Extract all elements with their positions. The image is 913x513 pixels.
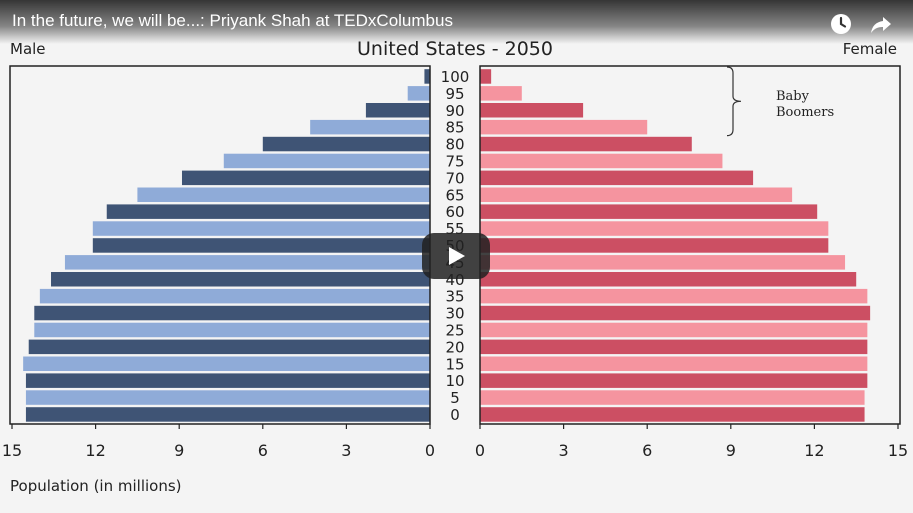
female-bar-20 xyxy=(480,339,868,355)
male-bar-95 xyxy=(407,86,430,101)
male-x-tick-label-12: 12 xyxy=(85,441,105,460)
baby-boomers-annotation: Baby Boomers xyxy=(726,66,834,137)
female-bar-75 xyxy=(480,153,723,169)
age-label-90: 90 xyxy=(445,102,464,120)
age-label-25: 25 xyxy=(445,321,464,339)
male-bar-85 xyxy=(310,119,430,135)
male-bar-80 xyxy=(262,136,430,152)
male-x-tick-label-0: 0 xyxy=(425,441,435,460)
annotation-line1: Baby xyxy=(776,89,810,104)
age-label-65: 65 xyxy=(445,186,464,204)
male-bar-0 xyxy=(25,407,431,422)
share-icon[interactable] xyxy=(869,12,893,36)
female-x-tick-label-12: 12 xyxy=(804,441,824,460)
age-label-35: 35 xyxy=(445,288,464,306)
male-bar-45 xyxy=(64,255,431,270)
male-bar-15 xyxy=(23,356,430,371)
player-top-bar: In the future, we will be...: Priyank Sh… xyxy=(0,0,913,44)
male-bar-40 xyxy=(51,272,430,287)
female-bar-70 xyxy=(480,170,754,186)
male-x-tick-label-15: 15 xyxy=(2,441,22,460)
male-bar-5 xyxy=(25,390,431,405)
female-bar-95 xyxy=(480,86,522,101)
age-label-70: 70 xyxy=(445,169,464,187)
female-bar-15 xyxy=(480,356,868,371)
female-bar-25 xyxy=(480,322,868,338)
female-bar-60 xyxy=(480,204,818,219)
male-bar-55 xyxy=(92,221,431,236)
left-side-label: Male xyxy=(10,40,46,58)
female-bar-50 xyxy=(480,238,829,253)
age-label-85: 85 xyxy=(445,119,464,137)
male-bar-70 xyxy=(181,170,430,186)
play-button[interactable] xyxy=(422,233,490,279)
female-bar-100 xyxy=(480,69,492,84)
male-x-tick-label-6: 6 xyxy=(258,441,268,460)
video-title[interactable]: In the future, we will be...: Priyank Sh… xyxy=(12,11,453,30)
female-x-tick-label-0: 0 xyxy=(475,441,485,460)
female-bar-5 xyxy=(480,390,865,405)
watch-later-icon[interactable] xyxy=(829,12,853,36)
age-label-60: 60 xyxy=(445,203,464,221)
female-bar-10 xyxy=(480,373,868,388)
bars-layer xyxy=(23,69,871,422)
age-label-75: 75 xyxy=(445,152,464,170)
male-bar-60 xyxy=(106,204,430,219)
annotation-brace xyxy=(726,66,742,137)
female-x-tick-label-9: 9 xyxy=(726,441,736,460)
male-bar-50 xyxy=(92,238,431,253)
right-side-label: Female xyxy=(843,40,897,58)
age-label-0: 0 xyxy=(450,406,460,424)
female-bar-45 xyxy=(480,255,846,270)
play-icon xyxy=(449,247,465,265)
x-axis-label: Population (in millions) xyxy=(10,477,182,495)
male-bar-20 xyxy=(28,339,430,355)
age-label-95: 95 xyxy=(445,85,464,103)
age-label-100: 100 xyxy=(441,68,470,86)
female-bar-65 xyxy=(480,187,793,202)
age-label-5: 5 xyxy=(450,389,460,407)
female-bar-0 xyxy=(480,407,865,422)
male-bar-90 xyxy=(365,103,430,118)
age-label-80: 80 xyxy=(445,136,464,154)
male-bar-35 xyxy=(39,288,430,304)
male-x-tick-label-3: 3 xyxy=(341,441,351,460)
female-bar-55 xyxy=(480,221,829,236)
female-x-tick-label-6: 6 xyxy=(642,441,652,460)
age-label-10: 10 xyxy=(445,372,464,390)
male-bar-65 xyxy=(137,187,430,202)
female-bar-30 xyxy=(480,305,871,321)
female-x-tick-label-3: 3 xyxy=(559,441,569,460)
female-bar-40 xyxy=(480,272,857,287)
female-bar-35 xyxy=(480,288,868,304)
female-bar-90 xyxy=(480,103,584,118)
age-label-30: 30 xyxy=(445,305,464,323)
female-bar-85 xyxy=(480,119,648,135)
male-bar-100 xyxy=(424,69,430,84)
age-label-20: 20 xyxy=(445,338,464,356)
annotation-line2: Boomers xyxy=(776,105,834,120)
male-bar-30 xyxy=(34,305,430,321)
female-bar-80 xyxy=(480,136,692,152)
male-bar-75 xyxy=(223,153,430,169)
male-x-tick-label-9: 9 xyxy=(174,441,184,460)
male-bar-10 xyxy=(25,373,431,388)
male-bar-25 xyxy=(34,322,430,338)
age-label-15: 15 xyxy=(445,355,464,373)
female-x-tick-label-15: 15 xyxy=(888,441,908,460)
